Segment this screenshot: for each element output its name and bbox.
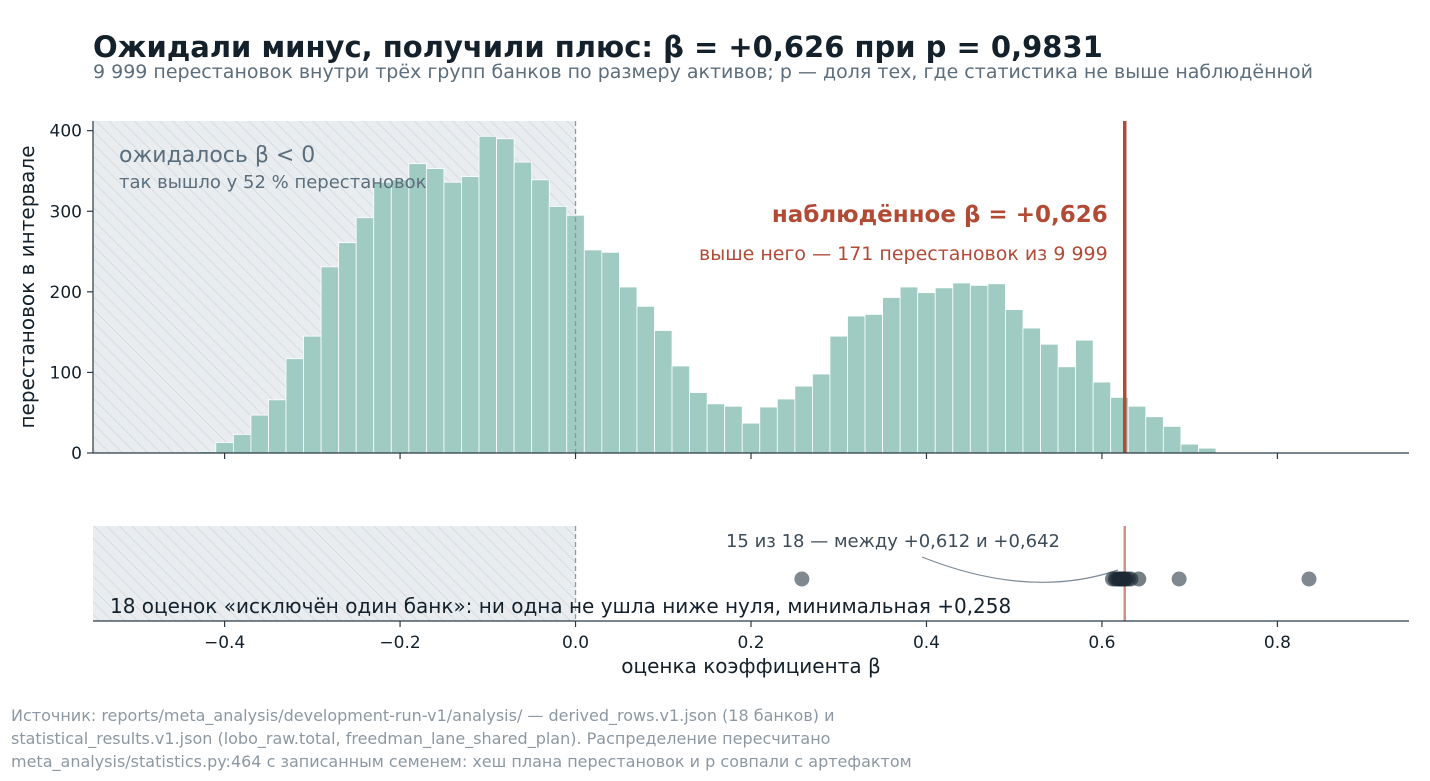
histogram-bar [602, 252, 620, 453]
x-tick-label: 0.6 [1088, 633, 1115, 653]
histogram-bar [1128, 406, 1146, 453]
histogram-bar [584, 250, 602, 453]
histogram-bar [970, 285, 988, 453]
x-tick-label: 0.2 [737, 633, 764, 653]
histogram-bar [374, 182, 392, 453]
histogram-bar [444, 182, 462, 453]
histogram-bar [812, 374, 830, 453]
histogram-bar [760, 407, 778, 453]
lobo-point [1172, 572, 1187, 587]
y-axis-label: перестановок в интервале [15, 145, 39, 428]
histogram-bar [479, 136, 497, 453]
histogram-bar [988, 284, 1006, 453]
histogram-bar [1146, 417, 1164, 453]
histogram-bar [1041, 344, 1059, 453]
histogram-bar [865, 314, 883, 453]
x-ticks-top-panel [225, 453, 1278, 459]
histogram-bar [304, 336, 322, 453]
histogram-bar [1198, 448, 1216, 453]
histogram-bar [1058, 367, 1076, 453]
source-line: statistical_results.v1.json (lobo_raw.to… [11, 727, 912, 750]
x-tick-label: 0.0 [562, 633, 589, 653]
histogram-bar [935, 288, 953, 453]
y-tick-label: 200 [50, 283, 82, 303]
histogram-bar [918, 293, 936, 453]
histogram-bar [321, 267, 339, 453]
lobo-point [1301, 572, 1316, 587]
histogram-bar [1163, 426, 1181, 453]
histogram-bar [286, 359, 304, 453]
source-line: Источник: reports/meta_analysis/developm… [11, 704, 912, 727]
lobo-point [794, 572, 809, 587]
histogram-bar [1093, 382, 1111, 453]
histogram-bar [514, 162, 532, 453]
histogram-bar [707, 404, 725, 453]
histogram-bar [848, 316, 866, 453]
histogram-bar [549, 206, 567, 453]
expected-note: так вышло у 52 % перестановок [119, 172, 427, 193]
histogram-bar [409, 164, 427, 453]
chart-canvas: ожидалось β < 0 так вышло у 52 % переста… [0, 0, 1430, 700]
histogram-bar [725, 406, 743, 453]
histogram-bar [497, 139, 515, 453]
y-ticks: 0 100 200 300 400 [50, 122, 93, 464]
y-tick-label: 0 [71, 444, 82, 464]
lobo-panel: 15 из 18 — между +0,612 и +0,642 18 оцен… [93, 526, 1409, 678]
histogram-bar [953, 283, 971, 453]
expected-label: ожидалось β < 0 [119, 143, 315, 168]
histogram-bar [672, 366, 690, 453]
observed-label: наблюдённое β = +0,626 [772, 202, 1108, 228]
lobo-caption: 18 оценок «исключён один банк»: ни одна … [110, 594, 1011, 618]
histogram-bar [391, 180, 409, 453]
histogram-bar [690, 393, 708, 453]
histogram-bar [637, 306, 655, 453]
histogram-bar [830, 336, 848, 453]
x-axis-label: оценка коэффициента β [621, 654, 880, 678]
histogram-bar [1076, 340, 1094, 453]
cluster-note: 15 из 18 — между +0,612 и +0,642 [726, 531, 1060, 552]
histogram-bar [1023, 328, 1041, 453]
histogram-bar [900, 287, 918, 453]
observed-note: выше него — 171 перестановок из 9 999 [699, 243, 1108, 265]
lobo-points [794, 572, 1316, 587]
histogram-bar [777, 399, 795, 453]
histogram-bar [619, 287, 637, 453]
cluster-arrow [922, 557, 1118, 582]
y-tick-label: 300 [50, 202, 82, 222]
x-ticks: −0.4 −0.2 0.0 0.2 0.4 0.6 0.8 [204, 621, 1291, 653]
histogram-bar [233, 434, 251, 453]
histogram-bar [339, 243, 357, 453]
histogram-bar [268, 400, 286, 453]
histogram-bar [532, 180, 550, 453]
x-tick-label: −0.2 [379, 633, 420, 653]
histogram-bar [461, 177, 479, 453]
x-tick-label: 0.4 [913, 633, 940, 653]
source-note: Источник: reports/meta_analysis/developm… [11, 704, 912, 773]
histogram-bar [356, 218, 374, 453]
histogram-bar [1181, 444, 1199, 453]
histogram-bar [883, 297, 901, 453]
lobo-point [1131, 572, 1146, 587]
histogram-bar [795, 386, 813, 453]
histogram-panel: ожидалось β < 0 так вышло у 52 % переста… [15, 121, 1409, 464]
x-tick-label: 0.8 [1264, 633, 1291, 653]
histogram-bar [1005, 310, 1023, 453]
histogram-bar [426, 169, 444, 453]
histogram-bar [251, 415, 269, 453]
histogram-bar [216, 443, 234, 453]
source-line: meta_analysis/statistics.py:464 с записа… [11, 750, 912, 773]
histogram-bar [654, 331, 672, 453]
y-tick-label: 100 [50, 363, 82, 383]
y-tick-label: 400 [50, 122, 82, 142]
x-tick-label: −0.4 [204, 633, 245, 653]
histogram-bar [742, 423, 760, 453]
